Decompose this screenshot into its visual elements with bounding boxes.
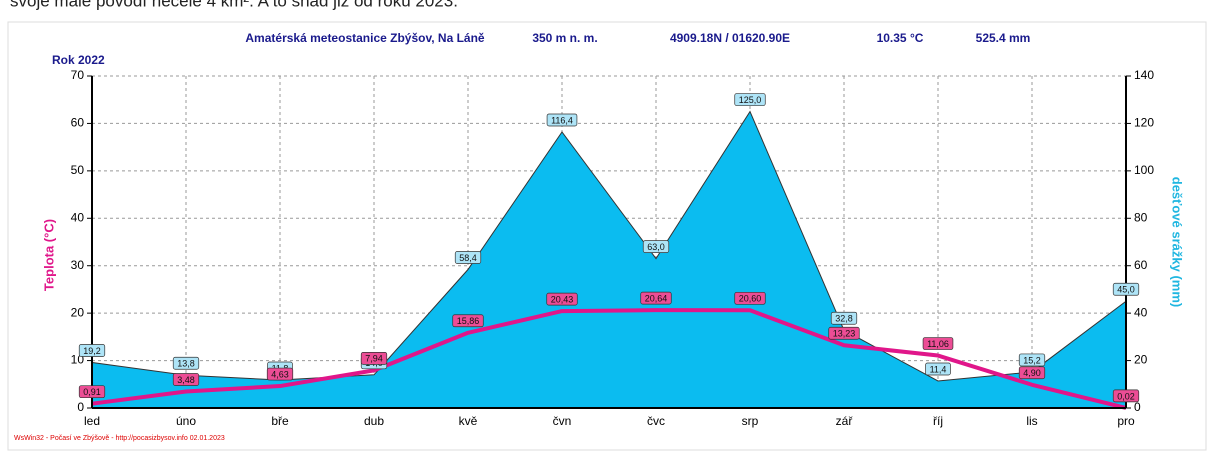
value-label-box [1112,282,1140,296]
value-label-box [642,240,670,253]
value-label: 125,0 [739,95,762,105]
value-label: 19,2 [83,346,101,356]
subtitle: Rok 2022 [52,53,105,67]
value-label: 11,4 [930,364,947,374]
y2-tick-label: 100 [1134,163,1154,177]
x-tick-label: bře [271,414,289,428]
value-label: 20,64 [645,293,668,303]
value-label-box [78,344,106,357]
y-tick-label: 70 [71,68,85,82]
value-label-box [78,385,106,399]
value-label: 0,91 [83,387,101,397]
y-tick-label: 20 [71,305,85,319]
value-label-box [452,314,484,328]
y-tick-label: 0 [77,400,84,414]
value-label: 116,4 [551,115,573,125]
value-label: 20,60 [739,294,762,304]
value-label-box [546,292,578,306]
y-axis-title: Teplota (°C) [41,219,56,291]
mean-temperature: 10.35 °C [877,31,924,45]
y2-tick-label: 120 [1134,116,1154,130]
x-tick-label: čvn [553,414,572,428]
value-label-box [172,356,200,370]
value-label-box [828,326,860,340]
value-label-box [266,367,294,381]
y2-tick-label: 20 [1134,353,1148,367]
coordinates: 4909.18N / 01620.90E [670,31,790,45]
value-label: 4,90 [1023,368,1041,378]
y2-tick-label: 140 [1134,68,1154,82]
x-tick-label: srp [742,414,759,428]
value-label-box [734,291,766,305]
value-label-box [734,93,766,106]
value-label: 15,2 [1023,355,1041,365]
value-label: 45,0 [1117,285,1135,295]
y-tick-label: 60 [71,116,85,130]
value-label: 15,86 [457,316,480,326]
y2-tick-label: 0 [1134,400,1141,414]
elevation: 350 m n. m. [532,31,597,45]
y2-tick-label: 80 [1134,210,1148,224]
x-tick-label: říj [933,414,943,428]
precipitation-area [91,110,1127,409]
x-tick-label: čvc [647,414,665,428]
y-tick-label: 50 [71,163,85,177]
x-tick-label: dub [364,414,384,428]
x-tick-label: led [84,414,100,428]
value-label: 4,63 [271,369,289,379]
page-text: svoje malé povodí necelé 4 km². A to sna… [10,0,458,10]
y2-axis-title: dešťové srážky (mm) [1170,177,1185,308]
value-label-box [454,251,482,264]
y2-tick-label: 40 [1134,305,1148,319]
chart-title: Amatérská meteostanice Zbýšov, Na Láně [245,31,485,45]
value-label-box [925,362,951,376]
temperature-line [91,308,1127,410]
x-tick-label: pro [1117,414,1135,428]
y2-tick-label: 60 [1134,258,1148,272]
value-label-box [546,113,578,127]
x-tick-label: lis [1026,414,1037,428]
y-tick-label: 30 [71,258,85,272]
value-label: 13,8 [177,359,195,369]
value-label: 32,8 [835,314,853,324]
value-label-box [1018,366,1046,380]
value-label: 7,94 [365,354,383,364]
value-label-box [1112,389,1140,403]
x-tick-label: úno [176,414,196,428]
footer: WsWin32 - Počasí ve Zbýšově - http://poc… [14,435,225,442]
value-label-box [172,373,200,386]
x-tick-label: zář [836,414,854,428]
value-label: 13,23 [833,329,856,339]
y-tick-label: 40 [71,210,85,224]
value-label: 0,02 [1117,391,1135,401]
value-label-box [1018,353,1046,367]
value-label-box [922,337,954,350]
value-label: 58,4 [459,253,477,263]
value-label-box [640,291,672,305]
value-label: 20,43 [551,294,574,304]
value-label-box [830,311,858,325]
total-precipitation: 525.4 mm [976,31,1031,45]
value-label: 3,48 [177,375,195,385]
value-label: 63,0 [647,242,665,252]
value-label: 11,06 [927,339,949,349]
x-tick-label: kvě [459,414,478,428]
value-label-box [360,351,388,365]
